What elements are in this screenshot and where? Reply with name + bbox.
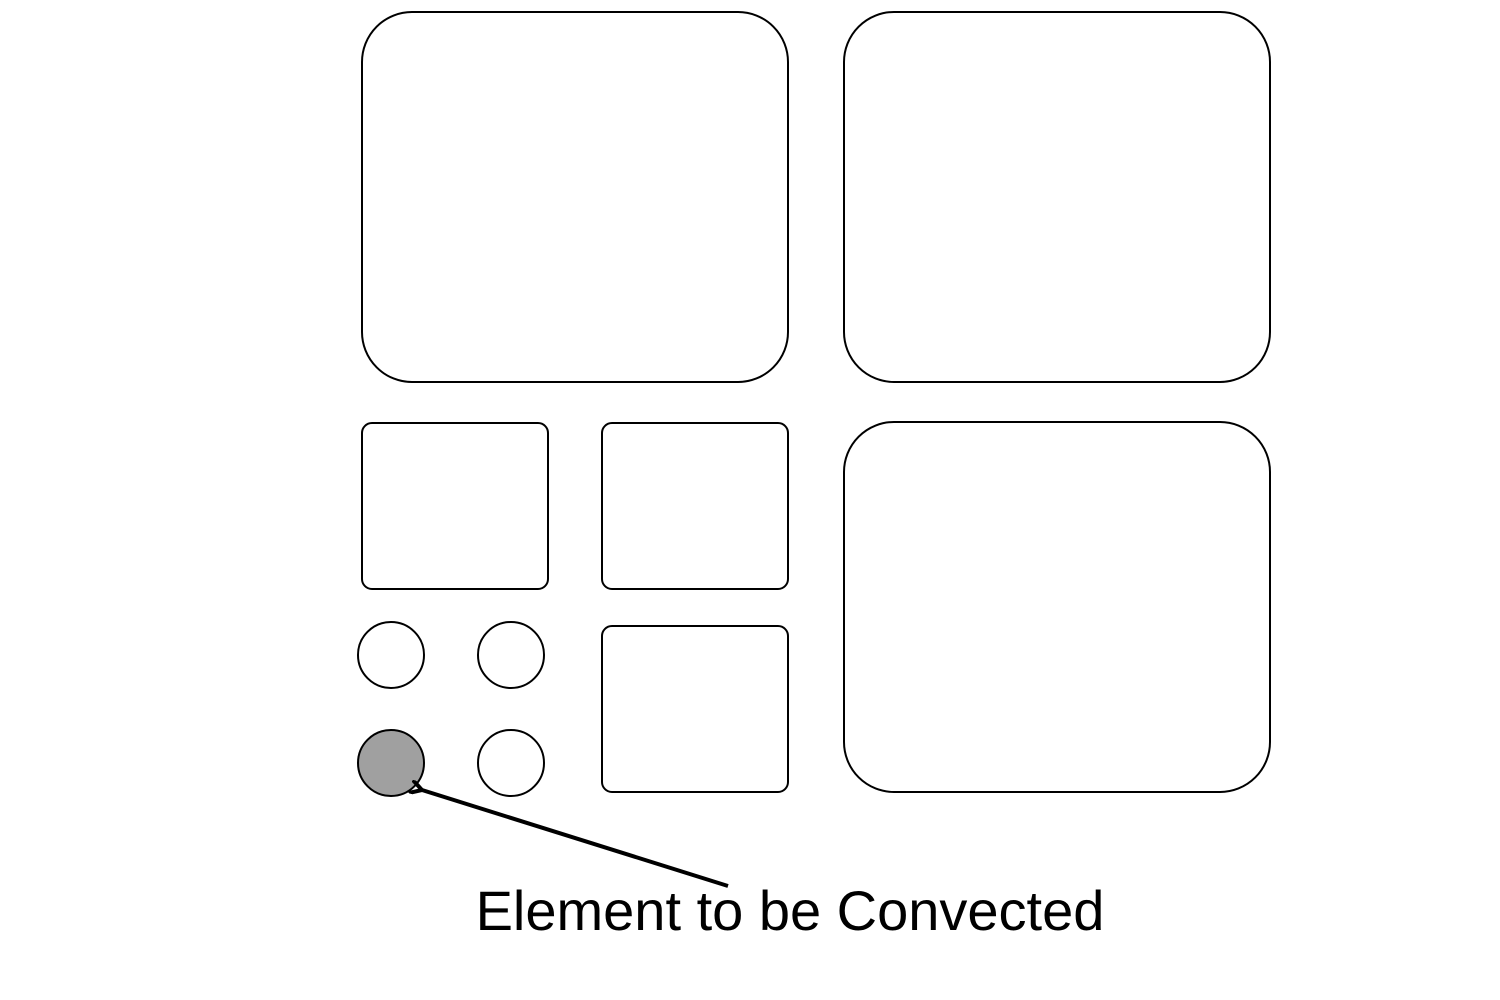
circle-level-3-bottom-right [477, 729, 545, 797]
circle-level-3-top-right [477, 621, 545, 689]
cell-level-1-top-left [361, 11, 789, 383]
cell-level-1-bottom-right [843, 421, 1271, 793]
circle-level-3-top-left [357, 621, 425, 689]
cell-level-2-bottom-right [601, 625, 789, 793]
cell-level-1-top-right [843, 11, 1271, 383]
pointer-arrow [422, 790, 729, 888]
diagram-caption: Element to be Convected [475, 879, 1105, 942]
cell-level-2-top-left [361, 422, 549, 590]
cell-level-2-top-right [601, 422, 789, 590]
circle-level-3-bottom-left-highlighted [357, 729, 425, 797]
